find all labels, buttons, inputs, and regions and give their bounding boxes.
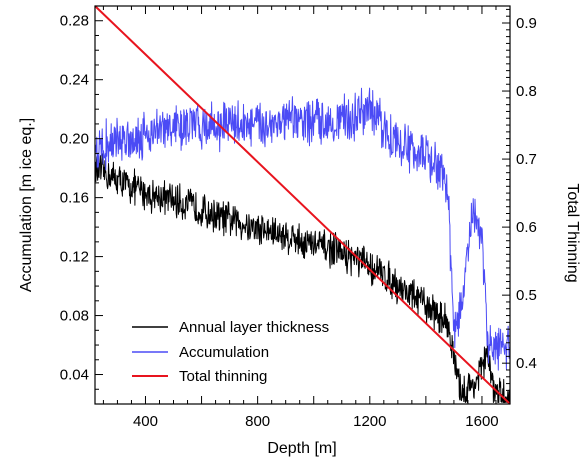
legend-label-total-thinning: Total thinning (179, 368, 267, 385)
series-annual-layer-thickness (94, 153, 511, 403)
y2-tick-label: 0.9 (516, 15, 537, 32)
x-axis-ticks: 400 800 1200 1600 (102, 6, 511, 430)
legend: Annual layer thickness Accumulation Tota… (132, 319, 329, 385)
y-axis-ticks: 0.04 0.08 0.12 0.16 0.20 0.24 0.28 (60, 13, 103, 390)
y2-axis-title: Total Thinning (564, 183, 581, 282)
y-tick-label: 0.28 (60, 13, 89, 30)
x-axis-title: Depth [m] (267, 440, 336, 457)
x-tick-label: 1600 (465, 413, 498, 430)
y-tick-label: 0.16 (60, 190, 89, 207)
y-tick-label: 0.24 (60, 72, 89, 89)
x-tick-label: 1200 (353, 413, 386, 430)
series-layer (94, 5, 511, 405)
plot-frame (94, 5, 511, 405)
y-tick-label: 0.20 (60, 131, 89, 148)
y-axis-title: Accumulation [m ice eq.] (18, 118, 35, 292)
y2-tick-label: 0.4 (516, 355, 537, 372)
series-accumulation (94, 87, 511, 371)
legend-label-accumulation: Accumulation (179, 344, 269, 361)
y-tick-label: 0.04 (60, 367, 89, 384)
series-total-thinning (94, 5, 511, 405)
y2-tick-label: 0.5 (516, 287, 537, 304)
y-tick-label: 0.08 (60, 308, 89, 325)
y2-tick-label: 0.7 (516, 151, 537, 168)
y2-tick-label: 0.6 (516, 219, 537, 236)
y2-axis-ticks: 0.4 0.5 0.6 0.7 0.8 0.9 (502, 8, 537, 398)
y2-tick-label: 0.8 (516, 83, 537, 100)
x-tick-label: 400 (133, 413, 158, 430)
legend-label-annual-layer-thickness: Annual layer thickness (179, 319, 329, 336)
y-tick-label: 0.12 (60, 249, 89, 266)
x-tick-label: 800 (245, 413, 270, 430)
